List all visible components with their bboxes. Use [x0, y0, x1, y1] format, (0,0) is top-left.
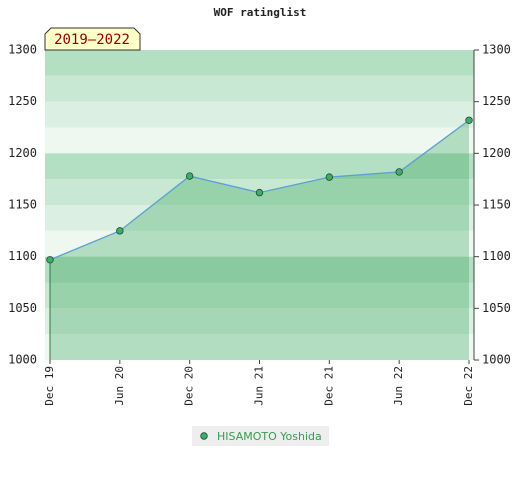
- legend-box: [192, 426, 329, 446]
- x-tick-label: Dec 21: [322, 366, 335, 406]
- marker: [395, 168, 403, 176]
- legend-label: HISAMOTO Yoshida: [217, 430, 322, 443]
- y-tick-label: 1250: [8, 94, 37, 108]
- band: [45, 153, 474, 180]
- y-tick-label: 1100: [8, 249, 37, 263]
- x-tick-label: Jun 21: [253, 366, 266, 406]
- marker: [185, 172, 194, 180]
- band: [45, 75, 474, 102]
- y-tick-label: 1200: [8, 146, 37, 160]
- band: [45, 282, 474, 309]
- y-tick-label-right: 1250: [482, 94, 511, 108]
- marker: [255, 188, 264, 197]
- band: [45, 256, 474, 283]
- marker: [46, 256, 54, 264]
- band: [45, 205, 474, 231]
- marker: [116, 227, 124, 235]
- y-tick-label-right: 1000: [482, 353, 511, 367]
- background: [45, 50, 474, 360]
- band: [45, 101, 474, 128]
- area: [50, 120, 469, 361]
- band: [45, 50, 474, 76]
- y-tick-label-right: 1050: [482, 301, 511, 315]
- y-tick-label-right: 1200: [482, 146, 511, 160]
- band: [45, 230, 474, 257]
- y-tick-label: 1300: [8, 43, 37, 57]
- x-tick-label: Jun 22: [392, 366, 405, 406]
- x-tick-label: Dec 22: [462, 366, 475, 406]
- period-box: [44, 27, 141, 51]
- chart-title: WOF ratinglist: [214, 6, 307, 19]
- marker: [465, 116, 473, 124]
- x-tick-label: Dec 19: [43, 366, 56, 406]
- period-label: 2019–2022: [54, 32, 130, 48]
- y-tick-label-right: 1100: [482, 249, 511, 263]
- band: [45, 127, 474, 154]
- marker: [325, 173, 334, 181]
- x-tick-label: Jun 20: [113, 366, 126, 406]
- x-tick-label: Dec 20: [183, 366, 196, 406]
- y-tick-label: 1150: [8, 198, 37, 212]
- y-tick-label-right: 1150: [482, 198, 511, 212]
- y-tick-label-right: 1300: [482, 43, 511, 57]
- y-tick-label: 1000: [8, 353, 37, 367]
- band: [45, 334, 474, 360]
- legend-marker: [200, 432, 208, 440]
- band: [45, 308, 474, 335]
- y-tick-label: 1050: [8, 301, 37, 315]
